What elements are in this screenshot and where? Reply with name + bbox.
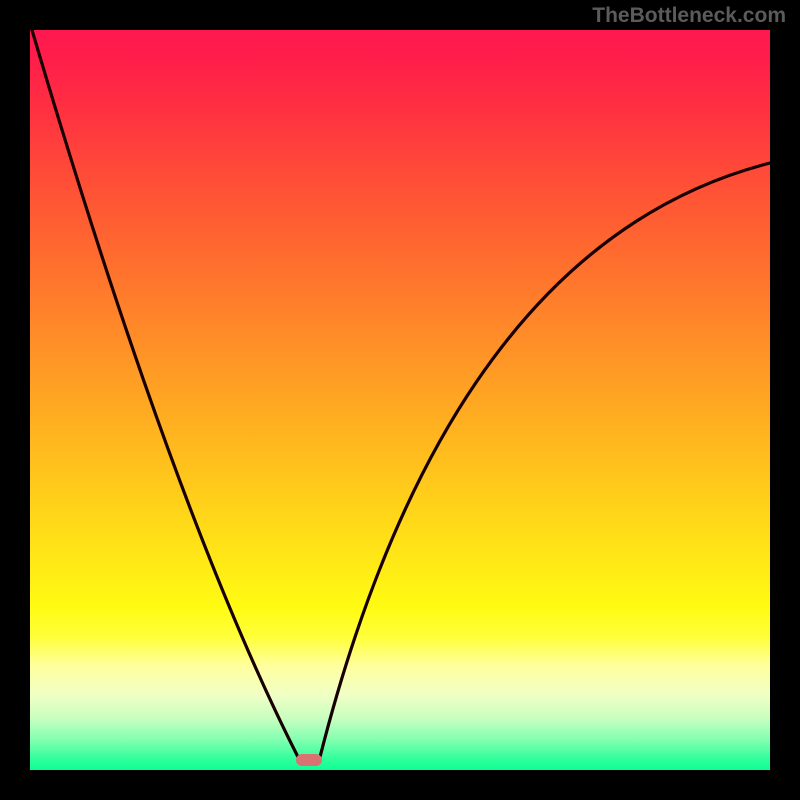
bottleneck-curve <box>30 30 770 770</box>
plot-area <box>30 30 770 770</box>
curve-path <box>32 30 770 758</box>
vertex-marker <box>296 754 322 766</box>
watermark-text: TheBottleneck.com <box>592 4 786 28</box>
